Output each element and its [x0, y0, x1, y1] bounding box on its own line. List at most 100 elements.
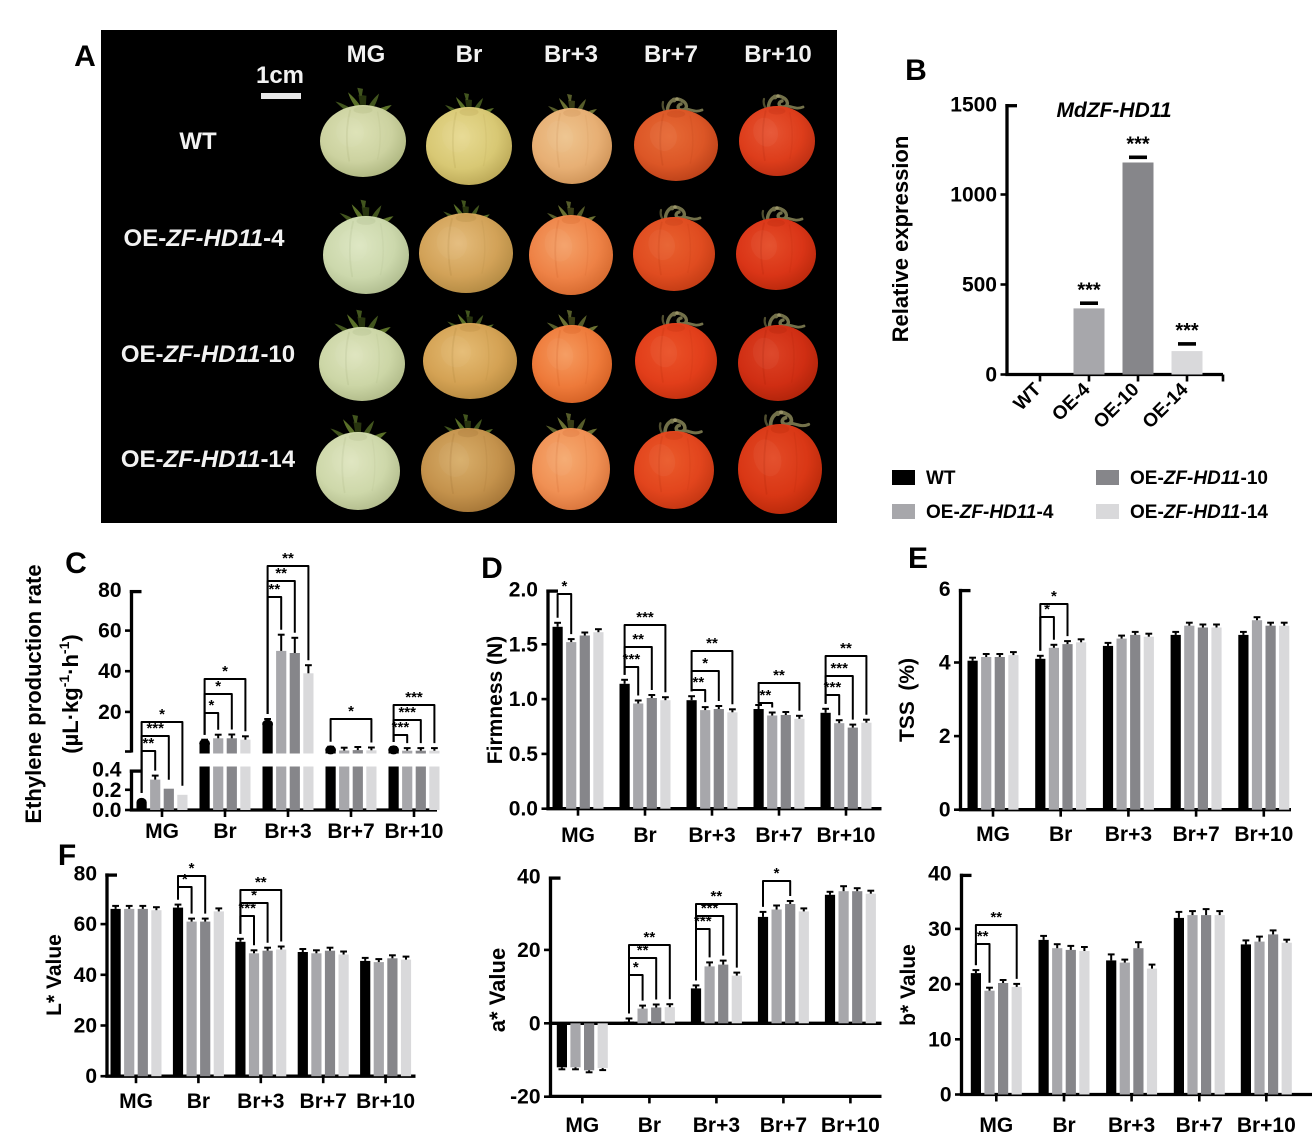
svg-text:Relative expression: Relative expression	[888, 136, 913, 343]
svg-text:MG: MG	[561, 824, 595, 847]
svg-text:OE-ZF-HD11-14: OE-ZF-HD11-14	[1130, 502, 1268, 523]
svg-text:**: **	[711, 888, 723, 905]
svg-text:**: **	[282, 550, 294, 567]
svg-text:***: ***	[146, 720, 164, 737]
svg-text:Br+10: Br+10	[1237, 1114, 1296, 1137]
svg-text:0.5: 0.5	[509, 743, 539, 766]
svg-text:***: ***	[238, 900, 256, 917]
svg-text:***: ***	[398, 704, 416, 721]
svg-text:Br+7: Br+7	[327, 820, 374, 843]
svg-text:60: 60	[74, 913, 97, 936]
svg-text:Br: Br	[187, 1090, 210, 1113]
svg-text:***: ***	[405, 689, 423, 706]
svg-text:***: ***	[392, 719, 410, 736]
svg-text:b* Value: b* Value	[897, 944, 920, 1026]
svg-text:Br: Br	[638, 1114, 661, 1137]
svg-text:WT: WT	[926, 468, 956, 489]
svg-text:**: **	[840, 640, 852, 657]
svg-text:F: F	[58, 839, 76, 872]
svg-text:20: 20	[928, 973, 951, 996]
svg-text:10: 10	[928, 1028, 951, 1051]
svg-text:a* Value: a* Value	[485, 948, 510, 1032]
svg-text:**: **	[693, 674, 705, 691]
svg-text:*: *	[561, 578, 567, 595]
svg-text:**: **	[644, 929, 656, 946]
svg-text:**: **	[990, 909, 1002, 926]
svg-text:20: 20	[517, 939, 540, 962]
svg-text:1cm: 1cm	[256, 62, 304, 89]
svg-text:**: **	[760, 687, 772, 704]
svg-text:30: 30	[928, 918, 951, 941]
svg-text:OE-ZF-HD11-4: OE-ZF-HD11-4	[124, 225, 286, 252]
svg-text:80: 80	[98, 579, 121, 602]
svg-text:OE-ZF-HD11-4: OE-ZF-HD11-4	[926, 502, 1054, 523]
svg-text:***: ***	[830, 660, 848, 677]
svg-text:***: ***	[623, 651, 641, 668]
svg-text:*: *	[215, 678, 221, 695]
svg-text:Br+10: Br+10	[1234, 823, 1293, 846]
svg-text:1.5: 1.5	[509, 633, 539, 656]
svg-text:2: 2	[939, 725, 951, 748]
svg-text:MG: MG	[347, 41, 386, 68]
svg-text:(µL·kg-1·h-1): (µL·kg-1·h-1)	[56, 634, 83, 753]
svg-text:OE-ZF-HD11-10: OE-ZF-HD11-10	[1130, 468, 1268, 489]
svg-text:0.0: 0.0	[92, 799, 121, 822]
svg-text:*: *	[348, 703, 354, 720]
svg-text:Br: Br	[633, 824, 656, 847]
svg-text:B: B	[905, 54, 927, 87]
svg-text:0: 0	[85, 1065, 97, 1088]
svg-text:Br+3: Br+3	[544, 41, 598, 68]
svg-text:MG: MG	[565, 1114, 599, 1137]
svg-text:E: E	[908, 542, 928, 575]
svg-text:**: **	[275, 565, 287, 582]
svg-text:0.0: 0.0	[509, 798, 538, 821]
svg-text:Firmness (N): Firmness (N)	[484, 636, 507, 764]
svg-text:WT: WT	[179, 128, 217, 155]
svg-text:Br+7: Br+7	[300, 1090, 347, 1113]
svg-text:Br+10: Br+10	[817, 824, 876, 847]
svg-text:Br+10: Br+10	[385, 820, 444, 843]
svg-text:0: 0	[985, 364, 997, 387]
svg-text:**: **	[706, 635, 718, 652]
svg-text:*: *	[208, 697, 214, 714]
svg-text:60: 60	[98, 620, 121, 643]
svg-text:Br+3: Br+3	[237, 1090, 284, 1113]
svg-text:40: 40	[74, 964, 97, 987]
svg-text:Br+3: Br+3	[688, 824, 735, 847]
svg-text:2.0: 2.0	[509, 579, 538, 602]
svg-text:*: *	[251, 887, 257, 904]
svg-text:OE-ZF-HD11-14: OE-ZF-HD11-14	[121, 446, 296, 473]
svg-text:***: ***	[824, 679, 842, 696]
svg-text:**: **	[143, 735, 155, 752]
svg-text:Br: Br	[1052, 1114, 1075, 1137]
svg-text:Ethylene production rate: Ethylene production rate	[21, 564, 46, 823]
svg-text:-20: -20	[510, 1086, 540, 1109]
svg-text:Br+3: Br+3	[1105, 823, 1152, 846]
svg-text:500: 500	[962, 274, 997, 297]
svg-text:20: 20	[98, 701, 121, 724]
svg-text:**: **	[632, 631, 644, 648]
svg-text:40: 40	[928, 863, 951, 886]
svg-text:40: 40	[98, 660, 121, 683]
svg-text:0: 0	[939, 799, 951, 822]
svg-text:L* Value: L* Value	[43, 934, 66, 1016]
svg-text:*: *	[182, 871, 188, 888]
svg-text:D: D	[481, 552, 503, 585]
svg-text:*: *	[159, 706, 165, 723]
svg-text:40: 40	[517, 866, 540, 889]
svg-text:Br+7: Br+7	[644, 41, 698, 68]
svg-text:*: *	[222, 663, 228, 680]
svg-text:*: *	[1051, 588, 1057, 605]
svg-text:Br+7: Br+7	[1176, 1114, 1223, 1137]
svg-text:MG: MG	[145, 820, 179, 843]
svg-text:Br+7: Br+7	[755, 824, 802, 847]
svg-text:Br+7: Br+7	[760, 1114, 807, 1137]
svg-text:Br+3: Br+3	[1108, 1114, 1155, 1137]
svg-text:1.0: 1.0	[509, 688, 538, 711]
svg-text:**: **	[255, 874, 267, 891]
svg-text:80: 80	[74, 862, 97, 885]
svg-text:***: ***	[636, 609, 654, 626]
svg-text:Br+10: Br+10	[744, 41, 811, 68]
svg-text:0.2: 0.2	[92, 779, 121, 802]
svg-text:***: ***	[1126, 134, 1150, 156]
